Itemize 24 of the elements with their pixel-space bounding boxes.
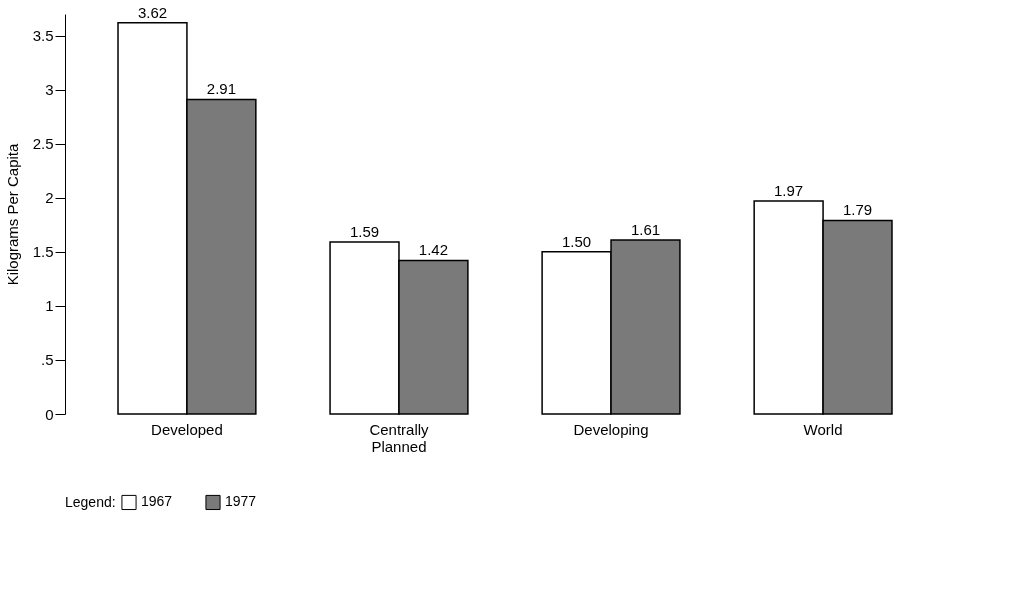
x-tick-label: Developed (151, 420, 223, 438)
legend-label: 1967 (141, 493, 173, 510)
data-label: 2.91 (206, 80, 236, 98)
legend-label: 1977 (225, 493, 257, 510)
y-tick-label: 0 (45, 405, 54, 423)
x-tick-label: Centrally Planned (369, 420, 430, 455)
y-axis-title: Kilograms Per Capita (3, 142, 21, 286)
data-label: 1.61 (630, 220, 661, 238)
x-tick-label: World (803, 420, 843, 438)
data-label: 1.79 (842, 201, 873, 219)
y-tick-label: 2 (45, 189, 54, 207)
data-label: 1.42 (418, 241, 449, 259)
y-tick-label: .5 (40, 351, 54, 369)
y-tick-label: 1 (45, 297, 54, 315)
data-label: 1.50 (561, 232, 592, 250)
data-label: 3.62 (137, 3, 168, 21)
x-tick-label: Developing (573, 420, 649, 438)
y-tick-label: 2.5 (32, 135, 54, 153)
y-tick-label: 1.5 (32, 243, 54, 261)
y-tick-label: 3 (45, 81, 54, 99)
data-label: 1.97 (774, 182, 804, 200)
y-tick-label: 3.5 (32, 27, 54, 45)
data-label: 1.59 (349, 223, 380, 241)
legend-title: Legend: (65, 494, 116, 510)
